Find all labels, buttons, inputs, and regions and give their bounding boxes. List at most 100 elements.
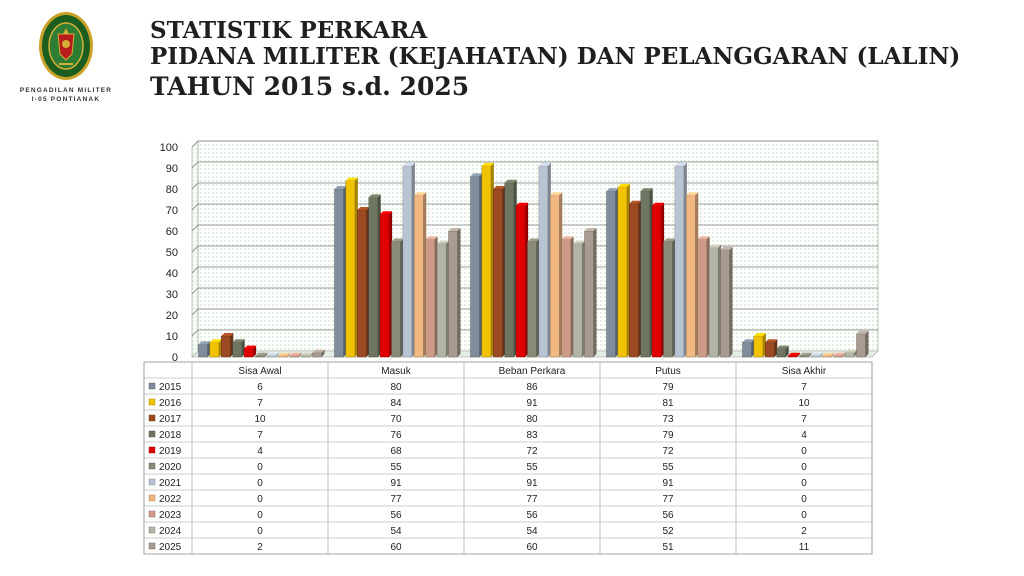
bar [584,228,597,358]
data-label: 0 [257,462,263,473]
bar-top [414,192,427,196]
bar-side [321,349,325,357]
category-label: Sisa Awal [238,366,281,377]
legend-label: 2024 [159,526,182,537]
bar-front [470,176,480,358]
bar [334,186,347,358]
bar [742,339,755,358]
bar [663,238,676,358]
bar [629,200,642,358]
bar-front [697,239,707,358]
bar [266,352,279,358]
data-label: 79 [662,382,674,393]
bar [640,188,653,358]
bar-top [244,345,257,349]
gridline [191,140,878,148]
bar-top [198,341,211,345]
bar-front [334,188,344,358]
category-label: Sisa Akhir [782,366,827,377]
bar-top [697,236,710,240]
legend-label: 2018 [159,430,182,441]
bar [550,192,563,358]
y-axis-ticks: 0 10 20 30 40 50 60 70 80 90 100 [160,142,178,364]
legend-swatch [148,542,156,550]
bar-front [481,165,492,358]
bar-front [753,335,764,358]
data-label: 86 [526,382,538,393]
bar-top [301,352,314,356]
data-label: 56 [662,510,674,521]
data-label: 76 [390,430,402,441]
bar [312,349,325,358]
bar-front [617,186,628,358]
data-label: 56 [526,510,538,521]
bar [436,240,450,358]
bar [402,162,415,358]
bar-side [264,352,268,357]
bar [504,179,517,358]
data-label: 7 [801,414,807,425]
bar [414,192,427,358]
bar-top [345,177,358,181]
category-label: Putus [655,366,681,377]
bar-front [584,230,594,358]
legend-label: 2025 [159,542,182,553]
bar-top [709,244,722,248]
y-tick-label: 100 [160,142,178,154]
bar-front [810,355,821,358]
bar-front [312,352,322,358]
bar-front [663,241,673,358]
bar [720,246,733,358]
bar [674,162,687,358]
legend-label: 2017 [159,414,182,425]
bar [379,211,393,358]
data-label: 7 [801,382,807,393]
bar [527,238,540,358]
bar-top [561,236,574,240]
bar-front [572,243,583,358]
bar [481,162,494,358]
bar-front [742,342,752,358]
bar-side [275,352,279,357]
bar-top [221,333,234,336]
bars [198,162,869,358]
bar-front [844,352,855,358]
data-label: 60 [526,542,538,553]
bar-front [833,355,843,358]
data-label: 72 [526,446,538,457]
data-table: Sisa Awal Masuk Beban Perkara Putus Sisa Akh… [143,361,873,555]
bar-top [402,162,415,166]
bar-front [515,205,526,358]
bar [686,192,699,358]
bar-front [550,195,560,358]
bar-front [606,190,616,358]
bar [606,188,619,358]
bar [697,236,710,358]
court-logo: PENGADILAN MILITER I-05 PONTIANAK [14,10,118,104]
bar-top [788,352,801,356]
legend-swatch [148,414,156,422]
bar-front [686,195,696,358]
bar-side [457,228,461,357]
bar-top [810,352,823,356]
bar-front [425,239,435,358]
data-label: 84 [390,398,402,409]
bar-side [785,345,789,357]
legend-label: 2020 [159,462,182,473]
bar-top [720,246,733,250]
data-label: 54 [526,526,538,537]
data-label: 51 [662,542,674,553]
bar [708,244,722,358]
legend-label: 2019 [159,446,182,457]
legend-label: 2021 [159,478,182,489]
bar-top [209,339,222,343]
data-label: 0 [257,526,263,537]
data-label: 52 [662,526,674,537]
bar-top [504,179,517,183]
bar [799,352,812,358]
data-label: 79 [662,430,674,441]
legend-swatch [148,510,156,518]
logo-caption-line2: I-05 PONTIANAK [31,96,101,103]
bar [243,345,257,358]
bar [448,228,461,358]
